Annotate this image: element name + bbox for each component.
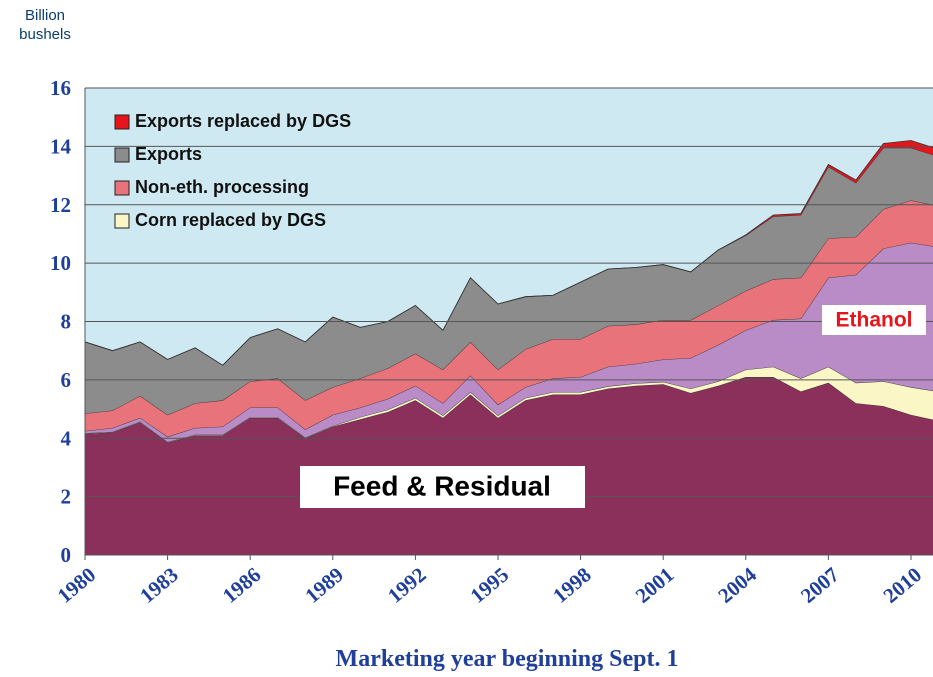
legend-swatch <box>114 147 130 163</box>
y-tick-label: 14 <box>50 134 72 158</box>
y-tick-label: 16 <box>50 76 71 100</box>
legend-label: Corn replaced by DGS <box>135 210 326 230</box>
x-tick-label: 1980 <box>53 562 101 607</box>
y-axis-label: Billion bushels <box>19 7 71 43</box>
x-tick-label: 2010 <box>879 562 927 607</box>
annotation-box <box>300 466 585 508</box>
x-axis-label: Marketing year beginning Sept. 1 <box>336 646 679 672</box>
x-tick-label: 2004 <box>713 562 761 608</box>
legend-label: Exports <box>135 144 202 164</box>
legend-swatch <box>114 114 130 130</box>
series-label: Feed & Residual <box>333 470 551 501</box>
y-tick-label: 8 <box>61 310 72 334</box>
x-tick-label: 2001 <box>631 562 679 607</box>
y-tick-label: 2 <box>61 485 72 509</box>
series-label: Ethanol <box>836 309 913 332</box>
area-fill <box>85 147 933 415</box>
x-tick-label: 1992 <box>383 562 431 607</box>
axes: 0 2 4 6 8 10 12 14 16 1980 1983 1986 1989 1992 1995 199… <box>50 76 926 608</box>
x-tick-label: 1989 <box>300 562 348 607</box>
x-tick-label: 1998 <box>548 562 596 607</box>
area-edge <box>85 140 933 366</box>
legend-label: Exports replaced by DGS <box>135 111 351 131</box>
x-tick-label: 1986 <box>218 562 266 607</box>
y-tick-label: 0 <box>61 543 72 567</box>
x-tick-label: 1983 <box>135 562 183 607</box>
y-tick-label: 6 <box>61 368 72 392</box>
legend-swatch <box>114 213 130 229</box>
y-tick-label: 10 <box>50 251 71 275</box>
y-tick-label: 12 <box>50 193 71 217</box>
annotation-box <box>822 305 926 335</box>
area-fill <box>85 242 933 443</box>
y-tick-label: 4 <box>61 426 72 450</box>
x-tick-label: 2007 <box>796 562 844 607</box>
x-tick-label: 1995 <box>466 562 514 607</box>
areas <box>85 140 933 555</box>
legend-swatch <box>114 180 130 196</box>
area-fill <box>85 200 933 437</box>
legend-label: Non-eth. processing <box>135 177 309 197</box>
area-fill <box>85 376 933 555</box>
